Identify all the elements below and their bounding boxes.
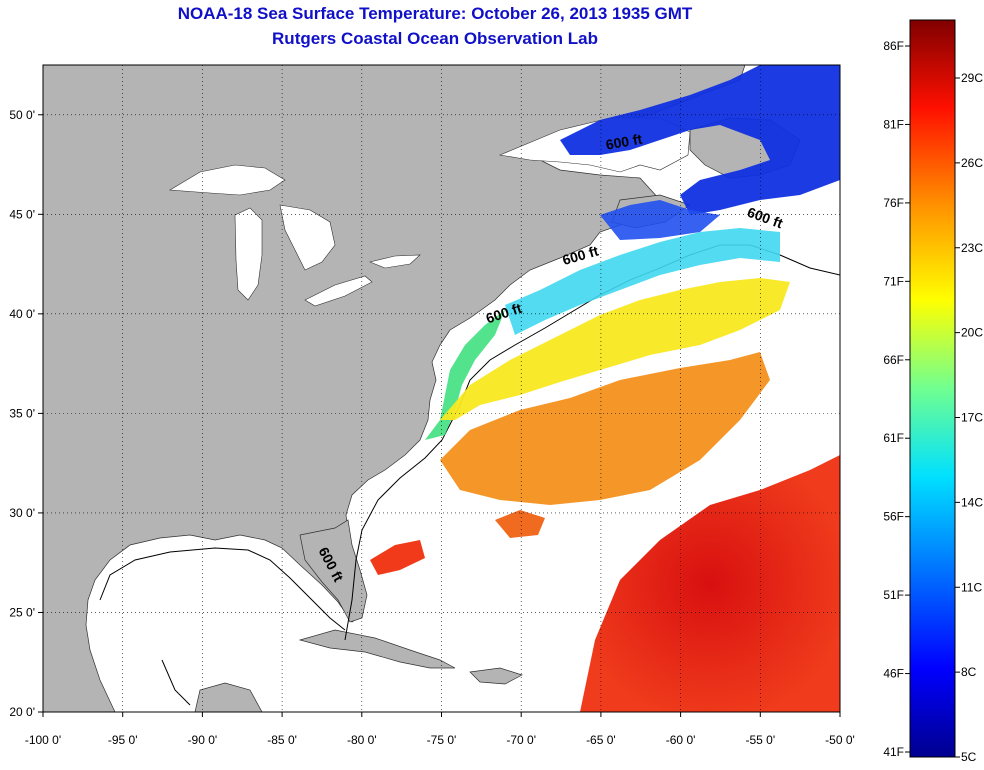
lon-tick-label: -60 0' [666,733,696,747]
contour-label-600ft: 600 ft [605,131,644,153]
colorbar-f-label: 81F [883,117,904,131]
great-lake-erie [304,275,373,307]
colorbar-f-label: 51F [883,588,904,602]
colorbar-f-label: 71F [883,274,904,288]
colorbar-f-label: 41F [883,745,904,759]
sst-red-patch-2 [495,510,545,538]
lat-tick-label: 40 0' [9,307,35,321]
map-title: NOAA-18 Sea Surface Temperature: October… [177,4,693,23]
great-lake-ontario [369,254,421,269]
land-cuba [298,629,456,669]
sst-red-region [580,455,840,712]
lon-tick-label: -70 0' [506,733,536,747]
lat-tick-label: 50 0' [9,108,35,122]
lon-tick-label: -55 0' [745,733,775,747]
contour-gulf [99,547,346,706]
lat-tick-label: 30 0' [9,506,35,520]
sst-cyan-band [505,228,780,335]
land-north-america [43,65,746,712]
colorbar-c-label: 23C [961,241,983,255]
lon-tick-label: -85 0' [267,733,297,747]
great-lake-michigan [234,207,263,301]
latitude-labels: 20 0' 25 0' 30 0' 35 0' 40 0' 45 0' 50 0' [9,108,35,719]
lon-tick-label: -50 0' [825,733,855,747]
sst-orange-region [440,352,770,505]
colorbar-f-label: 76F [883,196,904,210]
longitude-labels: -100 0' -95 0' -90 0' -85 0' -80 0' -75 0' -70… [25,733,855,747]
colorbar-c-label: 26C [961,156,983,170]
colorbar-c-label: 17C [961,411,983,425]
land-hispaniola [469,667,523,685]
great-lake-superior [169,164,286,196]
lat-tick-label: 35 0' [9,406,35,420]
colorbar [909,19,956,758]
colorbar-c-label: 20C [961,326,983,340]
lat-tick-label: 25 0' [9,605,35,619]
sst-coastal-green [425,310,505,440]
colorbar-c-label: 11C [961,580,982,594]
colorbar-c-label: 8C [961,665,977,679]
colorbar-fahrenheit-labels: 86F 81F 76F 71F 66F 61F 56F 51F 46F 41F [883,39,910,759]
lon-tick-label: -80 0' [347,733,377,747]
colorbar-f-label: 66F [883,353,904,367]
lon-tick-label: -65 0' [586,733,616,747]
sst-yellow-band [440,278,790,420]
colorbar-c-label: 14C [961,495,983,509]
colorbar-celsius-labels: 29C 26C 23C 20C 17C 14C 11C 8C 5C [955,71,983,764]
sst-blue-fundy [600,200,720,240]
lat-tick-label: 20 0' [9,705,35,719]
sst-blue-north [560,65,840,215]
colorbar-f-label: 61F [883,431,904,445]
colorbar-f-label: 56F [883,510,904,524]
sst-red-patch-1 [370,540,425,575]
colorbar-f-label: 86F [883,39,904,53]
lon-tick-label: -90 0' [188,733,218,747]
great-lake-huron [279,204,336,271]
lat-tick-label: 45 0' [9,207,35,221]
land-yucatan [194,682,263,712]
lon-tick-label: -75 0' [427,733,457,747]
land-florida [299,519,368,623]
lon-tick-label: -100 0' [25,733,61,747]
colorbar-f-label: 46F [883,667,904,681]
grid-lines [38,65,841,717]
lon-tick-label: -95 0' [108,733,138,747]
map-subtitle: Rutgers Coastal Ocean Observation Lab [272,29,598,48]
colorbar-c-label: 29C [961,71,983,85]
colorbar-c-label: 5C [961,750,977,764]
